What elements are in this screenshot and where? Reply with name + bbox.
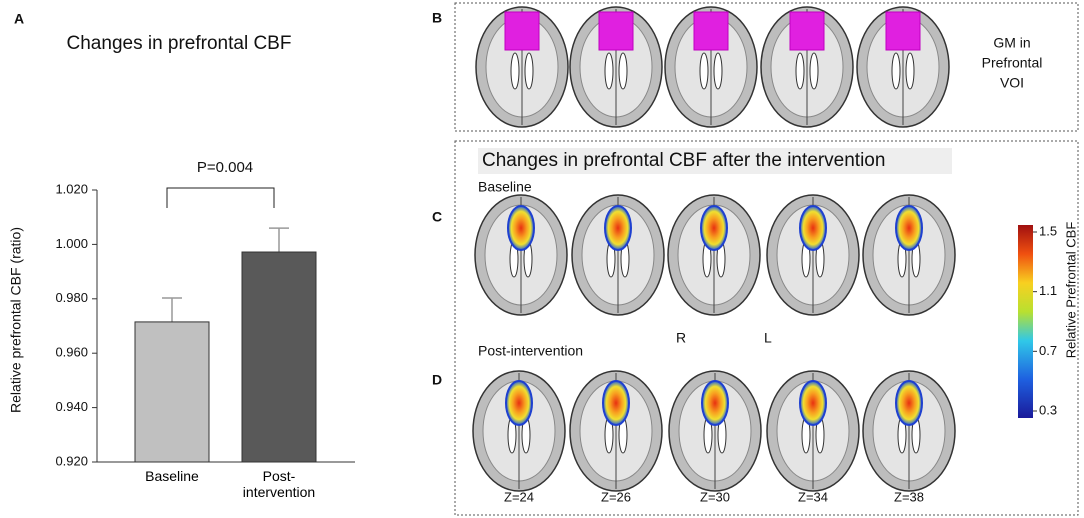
cbf-title: Changes in prefrontal CBF after the inte… — [482, 150, 885, 171]
p-value: P=0.004 — [197, 159, 253, 176]
panel-label: B — [432, 10, 442, 26]
ventricle — [795, 52, 805, 90]
ventricle — [604, 52, 614, 90]
row-label: Post-intervention — [478, 343, 583, 359]
colorbar-tick-label: 1.5 — [1039, 223, 1057, 238]
panel-cd-box — [454, 140, 1079, 516]
y-tick-label: 0.920 — [55, 453, 88, 468]
slice-label: Z=38 — [894, 489, 924, 504]
y-tick-label: 0.940 — [55, 399, 88, 414]
y-tick-label: 1.000 — [55, 236, 88, 251]
colorbar — [1018, 225, 1033, 418]
ventricle — [510, 52, 520, 90]
voi — [789, 11, 825, 51]
ventricle — [905, 52, 915, 90]
slice-label: Z=30 — [700, 489, 730, 504]
voi — [885, 11, 921, 51]
y-tick-label: 1.020 — [55, 181, 88, 196]
x-tick-label: Baseline — [145, 468, 199, 484]
row-label: Baseline — [478, 179, 532, 195]
ventricle — [524, 52, 534, 90]
cbf-map — [895, 380, 923, 426]
orientation-label: R — [676, 330, 686, 346]
cbf-map — [895, 205, 923, 251]
slice-label: Z=34 — [798, 489, 828, 504]
cbf-map — [507, 205, 535, 251]
voi-label: VOI — [1000, 75, 1024, 91]
title-band — [478, 148, 952, 174]
bar — [241, 251, 317, 463]
voi-label: Prefrontal — [982, 55, 1043, 71]
cbf-map — [799, 380, 827, 426]
slice-label: Z=26 — [601, 489, 631, 504]
orientation-label: L — [764, 330, 772, 346]
slice-label: Z=24 — [504, 489, 534, 504]
y-tick-label: 0.960 — [55, 345, 88, 360]
x-tick-label: Post-intervention — [242, 468, 316, 500]
panel-label: C — [432, 209, 442, 225]
cbf-map — [701, 380, 729, 426]
y-tick-label: 0.980 — [55, 290, 88, 305]
cbf-map — [604, 205, 632, 251]
cbf-map — [700, 205, 728, 251]
panel-label: A — [14, 11, 24, 27]
ventricle — [618, 52, 628, 90]
colorbar-tick-label: 1.1 — [1039, 283, 1057, 298]
ventricle — [809, 52, 819, 90]
cbf-map — [505, 380, 533, 426]
voi-label: GM in — [993, 35, 1030, 51]
voi — [693, 11, 729, 51]
ventricle — [699, 52, 709, 90]
voi — [598, 11, 634, 51]
panel-b-box — [454, 2, 1079, 132]
significance-bracket — [166, 187, 275, 208]
colorbar-tick-label: 0.7 — [1039, 343, 1057, 358]
y-axis-label: Relative prefrontal CBF (ratio) — [8, 227, 24, 413]
cbf-map — [799, 205, 827, 251]
colorbar-tick-label: 0.3 — [1039, 402, 1057, 417]
panel-label: D — [432, 372, 442, 388]
chart-title: Changes in prefrontal CBF — [67, 33, 292, 54]
ventricle — [713, 52, 723, 90]
colorbar-label: Relative Prefrontal CBF — [1063, 222, 1078, 359]
cbf-map — [602, 380, 630, 426]
bar — [134, 321, 210, 463]
ventricle — [891, 52, 901, 90]
voi — [504, 11, 540, 51]
